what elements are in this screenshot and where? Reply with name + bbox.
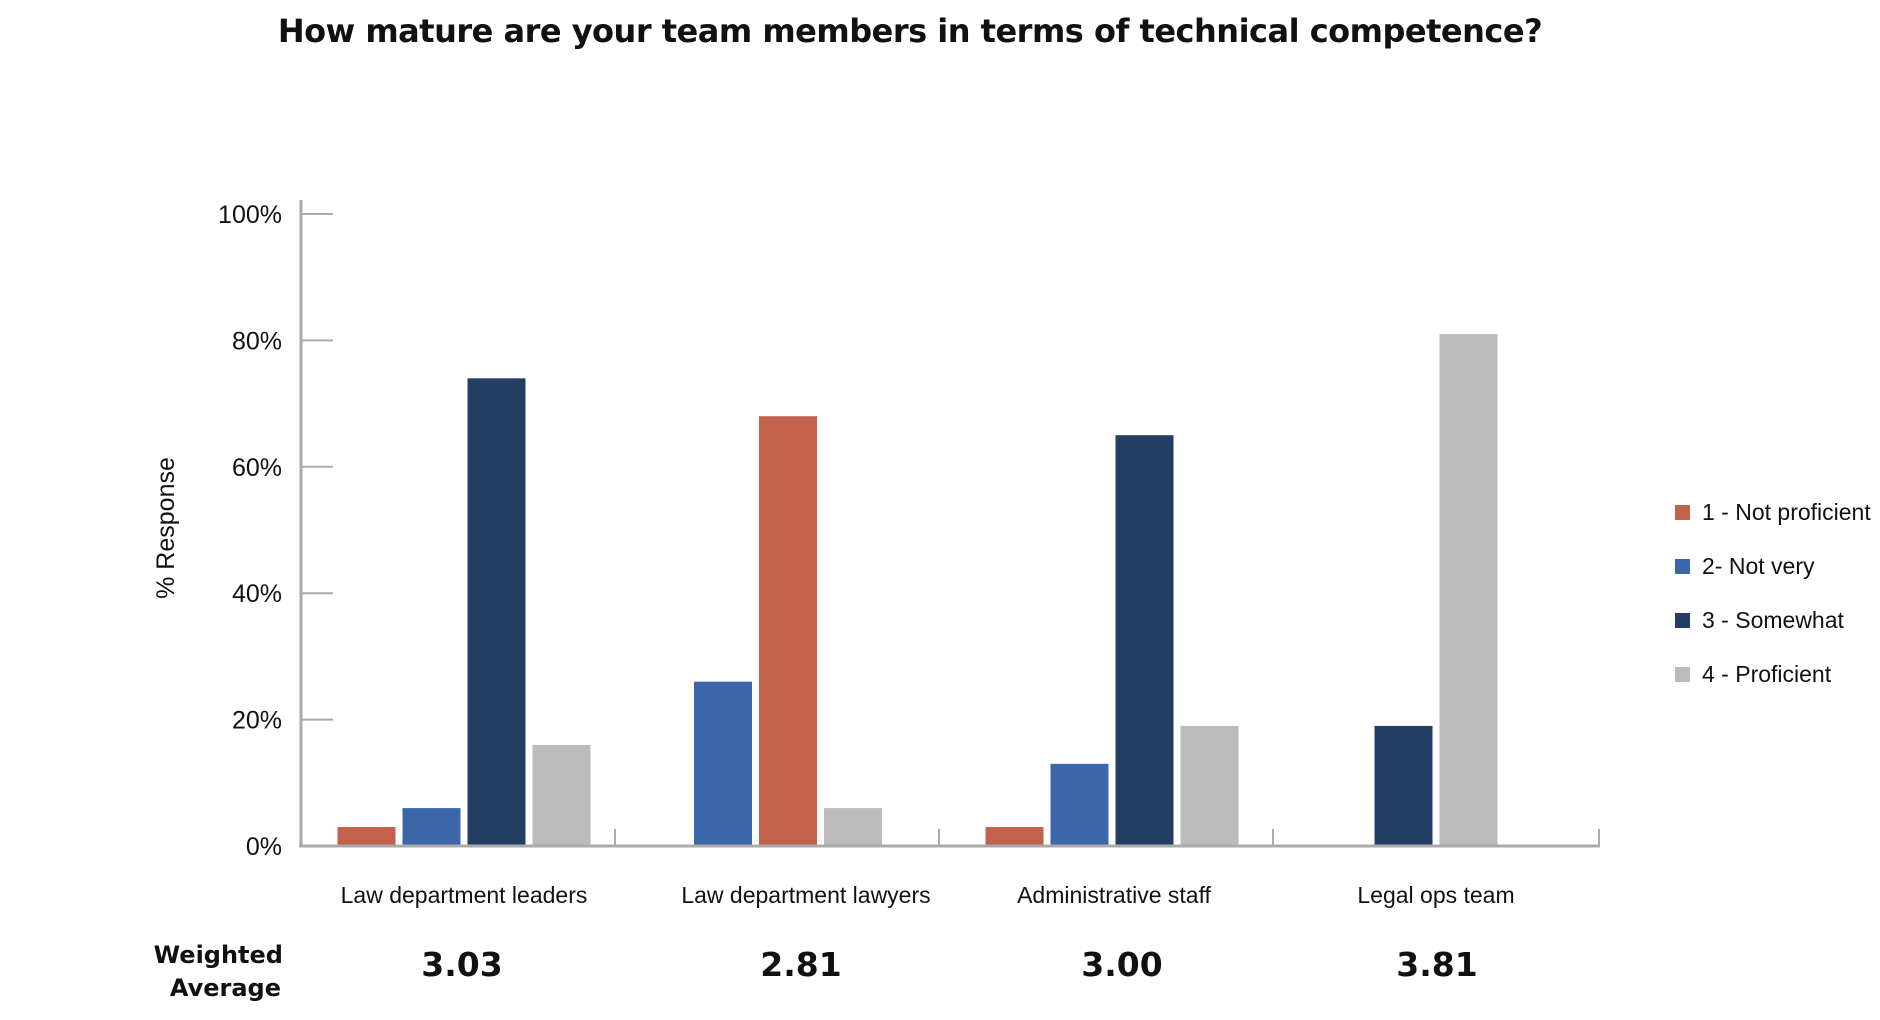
x-tick-label: Law department leaders — [341, 882, 588, 908]
bar — [532, 744, 591, 846]
weighted-average-value: 2.81 — [760, 945, 841, 984]
bar — [1050, 763, 1109, 846]
bar — [1439, 334, 1498, 846]
y-ticks-group: 0% 20% 40% 60% 80% 100% — [218, 201, 333, 861]
bar — [337, 827, 396, 846]
weighted-average-value: 3.00 — [1081, 945, 1162, 984]
weighted-average-heading-line2: Average — [170, 974, 281, 1002]
bar — [694, 681, 752, 846]
bar — [1180, 725, 1239, 846]
bar — [985, 827, 1044, 846]
x-tick-label: Administrative staff — [1017, 882, 1211, 908]
legend: 1 - Not proficient 2- Not very 3 - Somewha… — [1675, 499, 1871, 687]
bar — [1374, 725, 1433, 846]
bar — [1115, 435, 1174, 846]
legend-label: 4 - Proficient — [1702, 661, 1832, 687]
bars-group — [337, 334, 1498, 846]
bar — [759, 416, 817, 846]
legend-label: 1 - Not proficient — [1702, 499, 1871, 525]
bar — [402, 808, 461, 846]
x-tick-label: Legal ops team — [1357, 882, 1514, 908]
y-tick-label: 60% — [232, 454, 282, 482]
legend-swatch — [1675, 559, 1690, 574]
legend-label: 3 - Somewhat — [1702, 607, 1845, 633]
legend-swatch — [1675, 613, 1690, 628]
legend-swatch — [1675, 505, 1690, 520]
weighted-average-heading-line1: Weighted — [154, 941, 283, 969]
y-tick-label: 100% — [218, 201, 282, 229]
legend-label: 2- Not very — [1702, 553, 1815, 579]
bar — [824, 808, 882, 846]
x-labels-group: Law department leaders Law department law… — [341, 882, 1515, 908]
y-tick-label: 20% — [232, 707, 282, 735]
y-axis-label: % Response — [152, 457, 180, 599]
y-tick-label: 40% — [232, 580, 282, 608]
y-tick-label: 0% — [246, 833, 282, 861]
chart-title: How mature are your team members in term… — [277, 12, 1543, 50]
weighted-average-row: Weighted Average 3.03 2.81 3.00 3.81 — [154, 941, 1478, 1002]
axes-group — [299, 200, 1600, 848]
weighted-average-value: 3.03 — [421, 945, 502, 984]
legend-swatch — [1675, 667, 1690, 682]
y-tick-label: 80% — [232, 327, 282, 355]
bar — [467, 378, 526, 846]
weighted-average-value: 3.81 — [1396, 945, 1477, 984]
x-tick-label: Law department lawyers — [681, 882, 930, 908]
